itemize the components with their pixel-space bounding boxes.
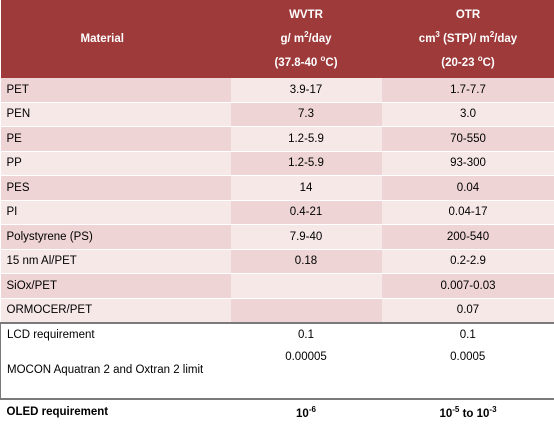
table-row: 15 nm Al/PET 0.18 0.2-2.9 [0, 249, 554, 274]
otr-cell: 10-5 to 10-3 [381, 399, 554, 424]
material-cell: PE [0, 126, 231, 152]
wvtr-cell: 0.1 [230, 322, 382, 346]
table-row: PES 14 0.04 [0, 175, 554, 201]
material-cell: MOCON Aquatran 2 and Oxtran 2 limit [0, 346, 231, 394]
otr-cell: 0.04-17 [381, 200, 554, 225]
wvtr-cell: 7.3 [230, 102, 382, 127]
material-cell: SiOx/PET [0, 273, 231, 299]
wvtr-cell: 14 [230, 175, 382, 201]
table-row: PI 0.4-21 0.04-17 [0, 200, 554, 225]
otr-cell: 93-300 [381, 151, 554, 176]
material-cell: OLED requirement [0, 399, 231, 424]
otr-cell: 0.007-0.03 [381, 273, 554, 299]
otr-unit: cm3 (STP)/ m2/day [418, 30, 518, 45]
wvtr-cell [230, 298, 382, 324]
wvtr-cell: 1.2-5.9 [230, 151, 382, 176]
otr-cell: 3.0 [381, 102, 554, 127]
material-cell: PET [0, 78, 231, 103]
material-cell: LCD requirement [0, 322, 231, 346]
table-row: PET 3.9-17 1.7-7.7 [0, 78, 554, 103]
otr-condition: (20-23 oC) [441, 54, 495, 69]
requirement-row: LCD requirement 0.1 0.1 [0, 322, 554, 346]
wvtr-cell: 0.4-21 [230, 200, 382, 225]
requirement-box-bottom [0, 394, 554, 400]
header-wvtr: WVTR g/ m2/day (37.8-40 oC) [230, 0, 382, 78]
table-row: PEN 7.3 3.0 [0, 102, 554, 127]
otr-cell: 0.04 [381, 175, 554, 201]
table-row: PP 1.2-5.9 93-300 [0, 151, 554, 176]
oled-row: OLED requirement 10-6 10-5 to 10-3 [0, 399, 554, 424]
material-cell: Polystyrene (PS) [0, 224, 231, 250]
wvtr-unit: g/ m2/day [280, 30, 332, 45]
table-row: SiOx/PET 0.007-0.03 [0, 273, 554, 299]
requirement-row: MOCON Aquatran 2 and Oxtran 2 limit 0.000… [0, 346, 554, 394]
material-cell: ORMOCER/PET [0, 298, 231, 324]
otr-cell: 200-540 [381, 224, 554, 250]
material-cell: PP [0, 151, 231, 176]
wvtr-cell: 3.9-17 [230, 78, 382, 103]
header-row: Material WVTR g/ m2/day (37.8-40 oC) OTR… [0, 0, 554, 78]
otr-cell: 0.1 [381, 322, 554, 346]
header-otr: OTR cm3 (STP)/ m2/day (20-23 oC) [381, 0, 554, 78]
wvtr-cell: 7.9-40 [230, 224, 382, 250]
otr-cell: 0.07 [381, 298, 554, 324]
material-cell: PES [0, 175, 231, 201]
table-row: Polystyrene (PS) 7.9-40 200-540 [0, 224, 554, 250]
material-cell: 15 nm Al/PET [0, 249, 231, 274]
table-row: PE 1.2-5.9 70-550 [0, 126, 554, 152]
wvtr-condition: (37.8-40 oC) [274, 54, 338, 69]
header-material: Material [0, 0, 231, 78]
wvtr-cell: 10-6 [230, 399, 382, 424]
wvtr-cell: 0.18 [230, 249, 382, 274]
otr-cell: 70-550 [381, 126, 554, 152]
wvtr-title: WVTR [289, 9, 323, 21]
otr-cell: 0.2-2.9 [381, 249, 554, 274]
otr-cell: 0.0005 [381, 346, 554, 394]
wvtr-cell: 1.2-5.9 [230, 126, 382, 152]
otr-cell: 1.7-7.7 [381, 78, 554, 103]
otr-title: OTR [455, 9, 481, 21]
table-row: ORMOCER/PET 0.07 [0, 298, 554, 324]
material-cell: PI [0, 200, 231, 225]
material-cell: PEN [0, 102, 231, 127]
wvtr-cell [230, 273, 382, 299]
wvtr-cell: 0.00005 [230, 346, 382, 394]
